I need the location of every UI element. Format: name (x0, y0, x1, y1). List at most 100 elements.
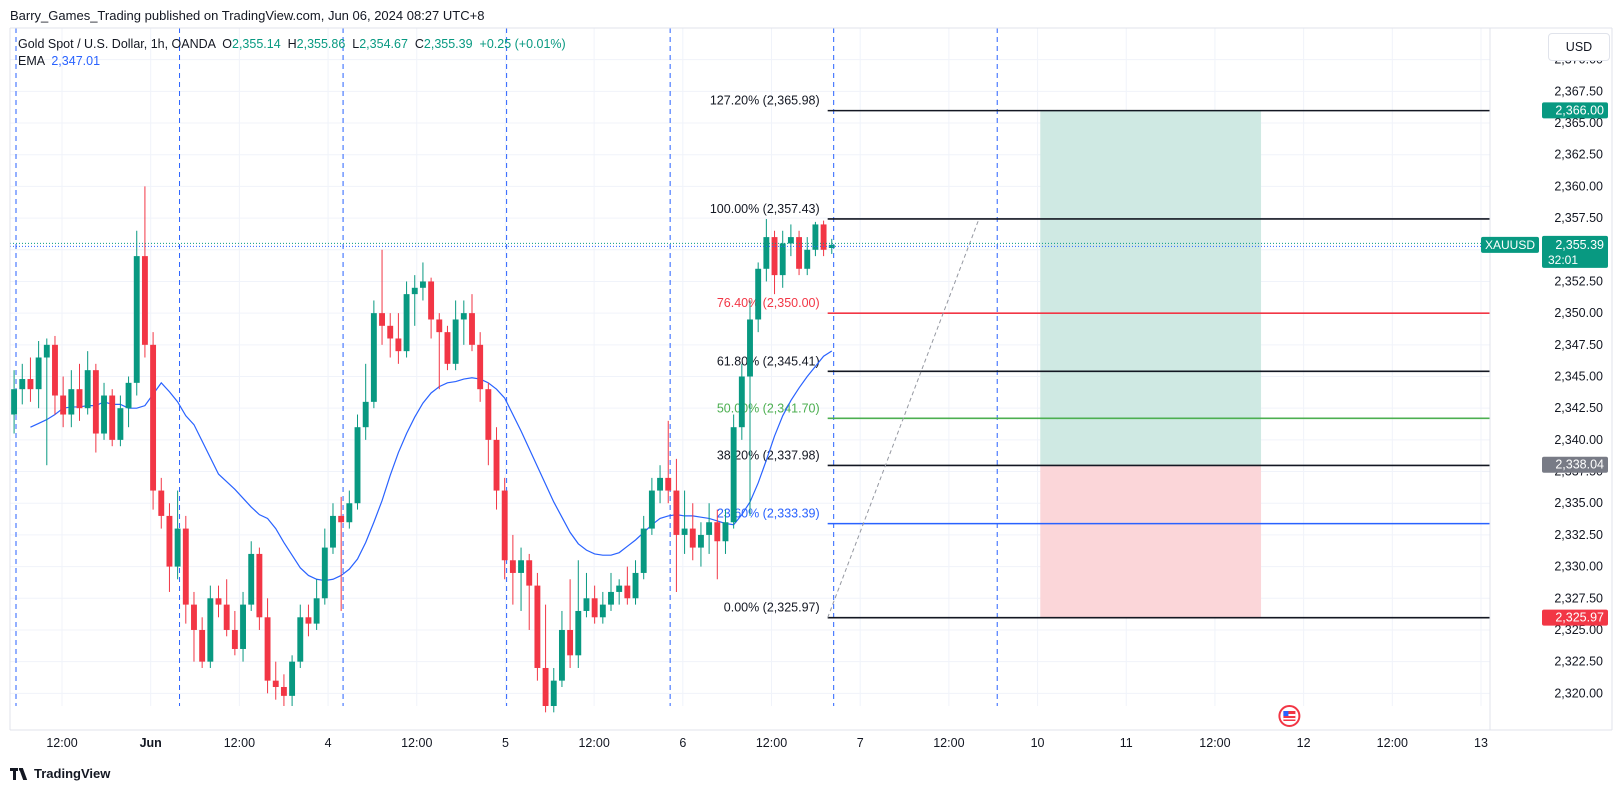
candle-body (35, 357, 42, 390)
price-tags: 2,366.00 2,338.04 2,325.97 XAUUSD 2,355.3932… (1481, 102, 1608, 626)
candle-body (76, 389, 83, 409)
candle-body (796, 237, 803, 269)
legend-ohlc-row: Gold Spot / U.S. Dollar, 1h, OANDA O2,35… (18, 37, 566, 51)
candle-body (158, 490, 165, 516)
candle-body (313, 598, 320, 624)
fib-trendline-segment (827, 218, 980, 618)
candle-body (812, 224, 819, 250)
candle-body (117, 408, 124, 440)
candle-body (411, 287, 418, 295)
candles (11, 186, 835, 713)
y-tick-label: 2,362.50 (1554, 148, 1603, 162)
chart-axes (9, 27, 1613, 731)
target-price-tag-bg (1542, 102, 1608, 119)
candle-body (469, 313, 475, 345)
candle-body (109, 395, 116, 440)
candle-body (199, 629, 206, 662)
x-tick-label: 11 (1120, 736, 1133, 750)
candle-body (763, 237, 770, 269)
candle-body (395, 338, 402, 352)
candle-body (379, 313, 385, 326)
candle-body (68, 389, 75, 415)
x-tick-label: Jun (140, 736, 162, 750)
candle-body (534, 585, 541, 668)
candle-body (706, 522, 713, 535)
symbol-tag-bg (1481, 236, 1539, 253)
y-tick-label: 2,352.50 (1554, 274, 1603, 288)
us-flag-stripe (1283, 718, 1296, 720)
candle-body (280, 686, 287, 696)
candle-body (509, 560, 516, 573)
candle-body (223, 604, 230, 630)
stop-price-tag: 2,325.97 (1555, 611, 1604, 625)
x-tick-label: 12:00 (401, 736, 432, 750)
x-tick-label: 12:00 (1199, 736, 1230, 750)
candle-body (599, 604, 606, 618)
candle-body (11, 389, 18, 415)
fib-level-label: 127.20% (2,365.98) (710, 94, 820, 108)
candle-body (289, 661, 296, 696)
candle-body (264, 617, 271, 681)
candle-body (354, 427, 361, 504)
candle-body (60, 395, 67, 415)
candle-body (191, 604, 197, 630)
brand-name: TradingView (34, 766, 111, 781)
legend-ema-row: EMA 2,347.01 (18, 53, 566, 70)
tradingview-logo-icon (10, 767, 30, 780)
candle-body (84, 370, 91, 409)
candle-body (624, 585, 631, 599)
legend: Gold Spot / U.S. Dollar, 1h, OANDA O2,35… (18, 36, 566, 70)
ema-line (30, 350, 833, 582)
x-tick-label: 12:00 (224, 736, 255, 750)
fib-trendline (827, 218, 980, 618)
y-tick-label: 2,365.00 (1554, 116, 1603, 130)
candle-body (133, 256, 140, 383)
legend-high: 2,355.86 (296, 37, 346, 51)
candle-body (101, 395, 107, 434)
candle-body (297, 617, 304, 662)
candle-body (27, 379, 34, 390)
candle-body (92, 370, 99, 434)
y-tick-label: 2,327.50 (1554, 591, 1603, 605)
candle-body (477, 344, 484, 390)
candle-body (19, 379, 26, 390)
candle-body (444, 332, 451, 364)
position-zones (1040, 110, 1262, 618)
candle-body (321, 547, 328, 599)
last-price-line (10, 242, 1490, 247)
candle-body (730, 427, 737, 523)
y-tick-label: 2,360.00 (1554, 179, 1603, 193)
x-tick-label: 4 (325, 736, 332, 750)
entry-price-tag-bg (1542, 456, 1608, 473)
candle-body (673, 490, 680, 535)
candle-body (403, 294, 410, 352)
currency-button[interactable]: USD (1548, 33, 1610, 61)
candle-body (616, 585, 623, 592)
last-price-tag-bg (1542, 235, 1608, 268)
candle-body (526, 560, 533, 586)
y-tick-label: 2,367.50 (1554, 84, 1603, 98)
legend-low: 2,354.67 (359, 37, 408, 51)
candle-body (460, 313, 467, 320)
candle-body (362, 401, 369, 428)
candle-body (567, 629, 574, 656)
y-tick-label: 2,330.00 (1554, 560, 1603, 574)
entry-price-tag: 2,338.04 (1555, 458, 1604, 472)
session-break-lines (15, 28, 998, 706)
candle-body (52, 344, 58, 396)
y-tick-label: 2,350.00 (1554, 306, 1603, 320)
candle-body (493, 439, 500, 491)
candle-body (174, 528, 181, 567)
candle-body (608, 591, 614, 605)
candle-body (428, 281, 435, 320)
tradingview-brand[interactable]: TradingView (10, 766, 110, 781)
symbol-tag: XAUUSD (1485, 238, 1535, 252)
x-tick-label: 6 (679, 736, 686, 750)
candle-body (150, 344, 157, 491)
candle-body (305, 617, 312, 624)
fib-level-label: 61.80% (2,345.41) (717, 354, 820, 368)
candle-body (804, 249, 811, 269)
y-tick-label: 2,332.50 (1554, 528, 1603, 542)
candle-body (215, 598, 222, 605)
